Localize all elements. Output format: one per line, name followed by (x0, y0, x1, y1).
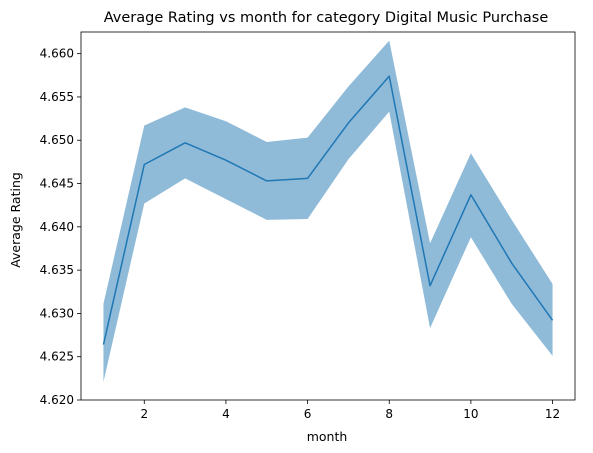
y-tick-label: 4.625 (40, 350, 74, 364)
x-tick-label: 8 (385, 407, 393, 421)
y-axis-label: Average Rating (8, 172, 23, 268)
chart-title: Average Rating vs month for category Dig… (104, 10, 549, 26)
y-tick-label: 4.630 (40, 306, 74, 320)
series-line (102, 75, 554, 345)
y-tick-label: 4.660 (40, 47, 74, 61)
x-tick-label: 10 (463, 407, 478, 421)
y-tick-label: 4.640 (40, 220, 74, 234)
y-tick-label: 4.655 (40, 90, 74, 104)
x-tick-label: 6 (304, 407, 312, 421)
y-tick-label: 4.645 (40, 177, 74, 191)
confidence-band (103, 40, 553, 382)
y-tick-label: 4.650 (40, 133, 74, 147)
x-tick-label: 2 (140, 407, 148, 421)
plot-area: 2 4 6 8 10 12 4.620 4.625 4.630 4.635 4.640 4.645 4.… (40, 31, 576, 421)
axes-frame (80, 31, 576, 401)
x-tick-label: 4 (222, 407, 230, 421)
x-axis-label: month (307, 429, 348, 444)
y-tick-label: 4.620 (40, 393, 74, 407)
y-tick-label: 4.635 (40, 263, 74, 277)
x-tick-label: 12 (545, 407, 560, 421)
